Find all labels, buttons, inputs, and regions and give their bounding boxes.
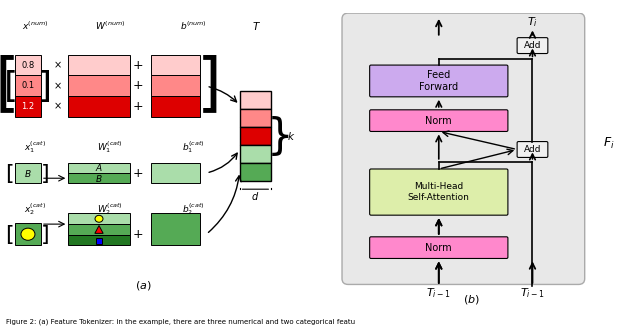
Text: $]$: $]$: [196, 55, 217, 117]
Text: $\}$: $\}$: [266, 114, 289, 158]
Bar: [68, 96, 130, 117]
Text: $[$: $[$: [5, 161, 13, 185]
Polygon shape: [95, 226, 103, 233]
Bar: [15, 96, 41, 117]
Text: $W_1^{(cat)}$: $W_1^{(cat)}$: [97, 139, 123, 155]
Text: $b_1^{(cat)}$: $b_1^{(cat)}$: [182, 139, 204, 155]
FancyBboxPatch shape: [370, 65, 508, 97]
Text: $]$: $]$: [40, 161, 48, 185]
Text: $\times$: $\times$: [53, 60, 61, 70]
Bar: [152, 55, 200, 75]
Bar: [239, 91, 271, 109]
Text: $(a)$: $(a)$: [135, 279, 152, 292]
Text: $+$: $+$: [132, 167, 144, 179]
Text: $b^{(num)}$: $b^{(num)}$: [180, 20, 207, 32]
Bar: [239, 109, 271, 127]
Text: $[$: $[$: [0, 55, 14, 117]
FancyBboxPatch shape: [342, 13, 585, 284]
Text: $+$: $+$: [132, 79, 144, 92]
Text: $T$: $T$: [252, 20, 260, 32]
Text: $]$: $]$: [40, 223, 48, 246]
Text: $\times$: $\times$: [53, 101, 61, 112]
Text: Multi-Head
Self-Attention: Multi-Head Self-Attention: [408, 182, 470, 202]
FancyBboxPatch shape: [370, 110, 508, 132]
Text: Add: Add: [524, 145, 541, 154]
Text: 0.1: 0.1: [21, 81, 35, 90]
FancyBboxPatch shape: [517, 142, 548, 157]
Text: $k$: $k$: [287, 130, 296, 142]
Circle shape: [21, 228, 35, 240]
Bar: [68, 214, 130, 224]
Bar: [239, 145, 271, 163]
Bar: [152, 163, 200, 183]
Bar: [68, 55, 130, 75]
Bar: [68, 235, 130, 245]
Text: $F_i$: $F_i$: [604, 135, 615, 151]
Bar: [152, 75, 200, 96]
Bar: [15, 75, 41, 96]
Bar: [15, 163, 41, 183]
Text: $x_1^{(cat)}$: $x_1^{(cat)}$: [24, 139, 46, 155]
Bar: [152, 214, 200, 245]
FancyBboxPatch shape: [517, 38, 548, 53]
Bar: [152, 96, 200, 117]
Text: $[$: $[$: [5, 223, 13, 246]
Text: $A$: $A$: [95, 162, 103, 173]
Text: $B$: $B$: [95, 173, 103, 184]
Bar: [239, 163, 271, 180]
Text: $b_2^{(cat)}$: $b_2^{(cat)}$: [182, 202, 204, 217]
Text: $d$: $d$: [252, 191, 260, 202]
Bar: [239, 127, 271, 145]
Text: Add: Add: [524, 41, 541, 50]
Text: $\times$: $\times$: [53, 81, 61, 91]
FancyBboxPatch shape: [370, 169, 508, 215]
Text: $+$: $+$: [132, 228, 144, 241]
Bar: [68, 224, 130, 235]
Text: $x_2^{(cat)}$: $x_2^{(cat)}$: [24, 202, 46, 217]
Text: $+$: $+$: [132, 59, 144, 72]
Text: 0.8: 0.8: [21, 61, 35, 70]
Text: $B$: $B$: [24, 168, 32, 178]
Text: $]$: $]$: [37, 68, 51, 104]
Bar: [15, 55, 41, 75]
Text: $W^{(num)}$: $W^{(num)}$: [95, 20, 125, 32]
Bar: [68, 75, 130, 96]
Text: $T_{i-1}$: $T_{i-1}$: [426, 286, 451, 300]
Text: $W_2^{(cat)}$: $W_2^{(cat)}$: [97, 202, 123, 217]
Bar: [15, 223, 41, 245]
Text: $+$: $+$: [132, 100, 144, 113]
Text: $[$: $[$: [3, 68, 15, 104]
Bar: [68, 173, 130, 183]
Text: Norm: Norm: [426, 116, 452, 126]
Text: $T_{i-1}$: $T_{i-1}$: [520, 286, 545, 300]
Text: $T_i$: $T_i$: [527, 15, 538, 29]
Circle shape: [95, 215, 103, 222]
Text: Figure 2: (a) Feature Tokenizer: in the example, there are three numerical and t: Figure 2: (a) Feature Tokenizer: in the …: [6, 318, 356, 325]
Bar: [96, 238, 102, 244]
Bar: [68, 163, 130, 173]
Text: $x^{(num)}$: $x^{(num)}$: [22, 20, 48, 32]
Text: Feed
Forward: Feed Forward: [419, 70, 458, 92]
Text: $(b)$: $(b)$: [463, 293, 479, 306]
Text: Norm: Norm: [426, 243, 452, 253]
Text: 1.2: 1.2: [21, 102, 35, 111]
FancyBboxPatch shape: [370, 237, 508, 258]
